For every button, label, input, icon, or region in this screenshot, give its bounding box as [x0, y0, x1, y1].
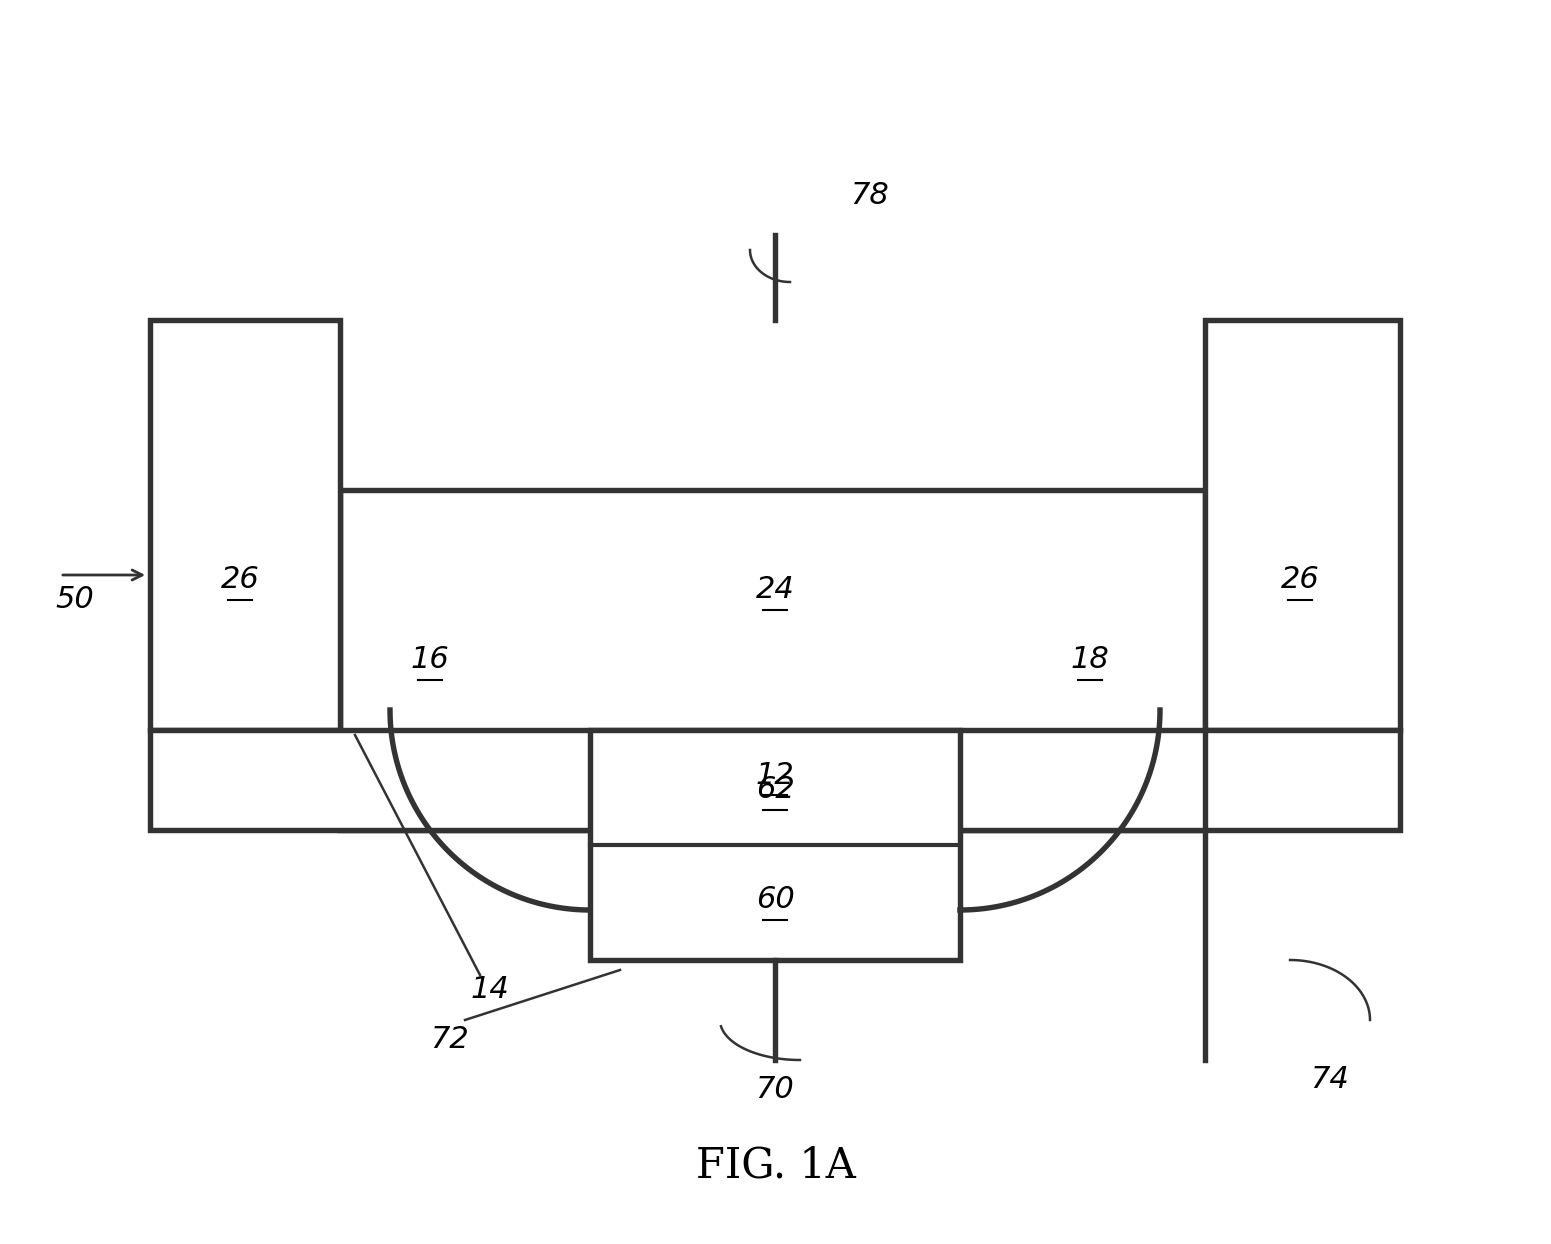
Text: 70: 70: [755, 1076, 794, 1105]
Text: 72: 72: [431, 1025, 470, 1055]
Text: 60: 60: [755, 886, 794, 914]
Bar: [340, 490, 1205, 830]
Bar: [150, 730, 1401, 830]
Text: FIG. 1A: FIG. 1A: [695, 1144, 856, 1186]
Text: 26: 26: [1281, 566, 1320, 595]
Bar: [589, 730, 960, 960]
Text: 26: 26: [220, 566, 259, 595]
Text: 18: 18: [1070, 646, 1109, 674]
Text: 62: 62: [755, 775, 794, 805]
Text: 50: 50: [54, 586, 93, 615]
Bar: [1205, 320, 1401, 730]
Text: 16: 16: [411, 646, 450, 674]
Text: 78: 78: [850, 180, 889, 209]
Text: 74: 74: [1311, 1066, 1349, 1095]
Bar: [150, 320, 340, 730]
Text: 14: 14: [470, 975, 509, 1004]
Text: 12: 12: [755, 760, 794, 790]
Text: 24: 24: [755, 576, 794, 605]
